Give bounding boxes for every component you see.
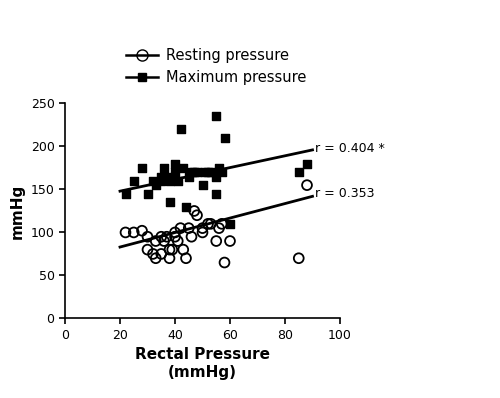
Point — [149, 178, 157, 184]
Point — [295, 255, 303, 261]
Point — [207, 169, 215, 176]
Point — [212, 113, 220, 119]
Point — [144, 191, 152, 197]
Point — [226, 238, 234, 244]
Point — [198, 182, 206, 188]
Point — [171, 229, 179, 236]
Point — [188, 234, 196, 240]
Point — [179, 246, 187, 253]
Point — [215, 225, 223, 231]
Point — [190, 208, 198, 214]
Point — [152, 182, 160, 188]
Point — [182, 255, 190, 261]
Point — [220, 259, 228, 266]
Point — [185, 225, 193, 231]
Point — [174, 238, 182, 244]
Point — [212, 174, 220, 180]
Point — [198, 225, 206, 231]
Point — [204, 169, 212, 176]
Point — [157, 174, 165, 180]
Point — [171, 160, 179, 167]
Point — [138, 165, 146, 171]
Point — [144, 246, 152, 253]
Point — [157, 251, 165, 257]
Point — [122, 229, 130, 236]
Point — [190, 169, 198, 176]
Point — [303, 160, 311, 167]
Point — [166, 178, 173, 184]
Point — [176, 225, 184, 231]
Legend: Resting pressure, Maximum pressure: Resting pressure, Maximum pressure — [120, 42, 312, 91]
Point — [157, 178, 165, 184]
Point — [163, 234, 171, 240]
Point — [138, 228, 146, 234]
Text: r = 0.353: r = 0.353 — [316, 187, 375, 200]
Point — [207, 220, 215, 227]
Point — [193, 169, 201, 176]
Point — [130, 178, 138, 184]
Point — [212, 238, 220, 244]
Point — [218, 169, 226, 176]
Point — [160, 238, 168, 244]
Point — [212, 191, 220, 197]
Point — [218, 220, 226, 227]
Point — [149, 251, 157, 257]
Point — [144, 234, 152, 240]
Point — [201, 169, 209, 176]
Point — [130, 229, 138, 236]
Y-axis label: mmHg: mmHg — [10, 183, 25, 238]
Point — [303, 182, 311, 188]
Point — [171, 169, 179, 176]
Point — [152, 255, 160, 261]
Point — [295, 169, 303, 176]
Point — [204, 220, 212, 227]
Point — [215, 165, 223, 171]
Point — [198, 229, 206, 236]
Text: r = 0.404 *: r = 0.404 * — [316, 142, 385, 155]
Point — [179, 165, 187, 171]
Point — [188, 169, 196, 176]
Point — [226, 220, 234, 227]
Point — [171, 234, 179, 240]
Point — [168, 246, 176, 253]
Point — [122, 191, 130, 197]
Point — [166, 199, 173, 205]
Point — [157, 234, 165, 240]
Point — [174, 178, 182, 184]
Point — [193, 212, 201, 219]
Point — [166, 255, 173, 261]
Point — [185, 174, 193, 180]
Point — [152, 238, 160, 244]
Point — [163, 174, 171, 180]
Point — [166, 246, 173, 253]
X-axis label: Rectal Pressure
(mmHg): Rectal Pressure (mmHg) — [135, 347, 270, 380]
Point — [182, 203, 190, 210]
Point — [176, 126, 184, 133]
Point — [160, 165, 168, 171]
Point — [220, 135, 228, 141]
